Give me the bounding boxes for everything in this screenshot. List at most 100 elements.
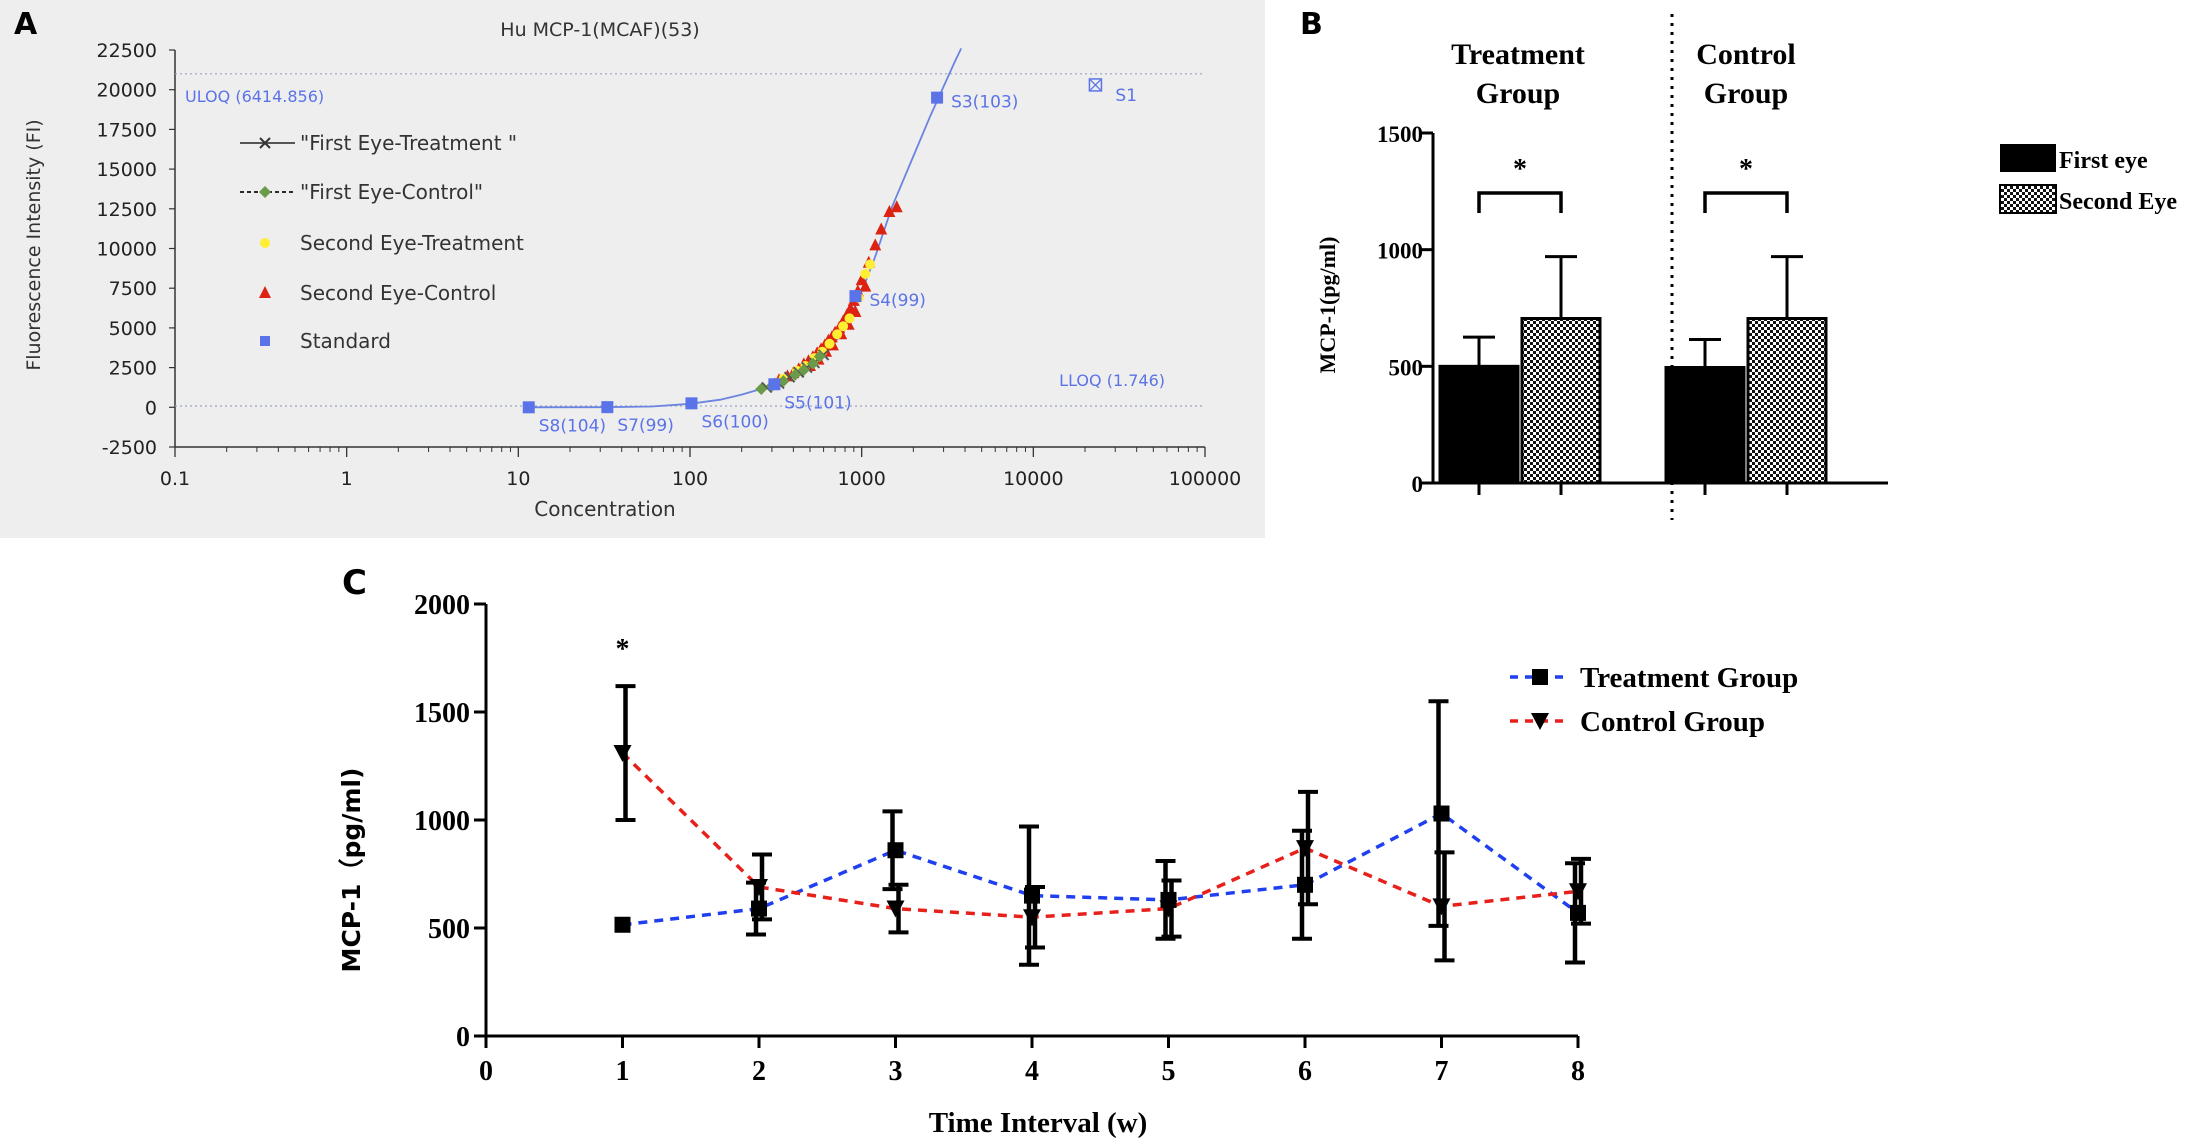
b-significance-bracket: [1703, 191, 1789, 213]
c-y-tick-label: 1000: [414, 806, 470, 837]
c-treatment-point: [887, 842, 904, 859]
a-second-treatment-point: [824, 338, 835, 349]
c-x-tick-label: 3: [889, 1056, 903, 1087]
c-legend-label: Treatment Group: [1580, 662, 1798, 694]
b-y-tick-label: 1000: [1377, 239, 1423, 264]
c-significance-star: *: [616, 634, 630, 665]
a-second-control-point: [869, 238, 882, 251]
panel-a-legend: "First Eye-Treatment " "First Eye-Control…: [240, 131, 524, 353]
panel-b-label: B: [1300, 7, 1323, 42]
b-significance-star: *: [1513, 154, 1527, 185]
a-standard-point: [522, 401, 535, 414]
a-y-tick-label: 7500: [109, 278, 157, 300]
a-x-tick-label: 10: [506, 468, 530, 490]
b-bar-first-eye: [1438, 364, 1520, 485]
a-y-tick-label: 22500: [97, 40, 157, 62]
a-x-tick-label: 1000: [837, 468, 885, 490]
a-lloq-label: LLOQ (1.746): [1059, 371, 1165, 390]
a-legend-label: Second Eye-Control: [300, 281, 496, 305]
b-y-tick-label: 1500: [1377, 122, 1423, 147]
a-y-tick-label: 15000: [97, 159, 157, 181]
c-x-tick-label: 8: [1571, 1056, 1585, 1087]
a-x-tick-label: 1: [341, 468, 353, 490]
panel-a-x-axis-label: Concentration: [534, 497, 675, 521]
c-x-tick-label: 5: [1162, 1056, 1176, 1087]
b-bar-second-eye: [1520, 317, 1602, 485]
a-standard-label: S4(99): [869, 291, 926, 311]
a-outlier-cross: [1089, 79, 1101, 91]
c-x-tick-label: 7: [1435, 1056, 1449, 1087]
a-standard-label: S6(100): [701, 412, 768, 432]
panel-a-title: Hu MCP-1(MCAF)(53): [500, 19, 699, 41]
a-legend-label: "First Eye-Control": [300, 180, 483, 204]
a-outlier-point: [1088, 78, 1103, 92]
panel-c: C MCP-1（pg/ml) Time Interval (w) 2000150…: [337, 563, 1798, 1139]
panel-b-plot: 1500 1000 500 0 * Treatment Group * Control Group: [1377, 14, 1888, 520]
c-x-tick-label: 4: [1025, 1056, 1039, 1087]
a-second-control-point: [859, 279, 872, 292]
panel-b-legend: First eye Second Eye: [1999, 144, 2177, 215]
c-treatment-point: [1433, 805, 1450, 822]
a-legend-label: "First Eye-Treatment ": [300, 131, 517, 155]
b-group-label: Treatment: [1451, 38, 1585, 71]
panel-c-label: C: [342, 563, 367, 603]
b-significance-star: *: [1739, 154, 1753, 185]
c-x-tick-label: 0: [479, 1056, 493, 1087]
c-control-point: [1432, 898, 1451, 916]
a-second-treatment-point: [865, 259, 876, 270]
a-standard-point: [685, 397, 698, 410]
panel-a-background: [0, 0, 1265, 538]
panel-b: B MCP-1(pg/ml) 1500 1000 500 0 * Treatment Gro…: [1300, 7, 2177, 520]
a-x-tick-label: 0.1: [160, 468, 190, 490]
a-uloq-label: ULOQ (6414.856): [185, 87, 324, 106]
a-legend-first-treatment-marker: [259, 137, 271, 149]
a-legend-label: Standard: [300, 329, 391, 353]
c-y-tick-label: 2000: [414, 590, 470, 621]
a-second-control-point: [883, 204, 896, 217]
a-second-treatment-point: [844, 313, 855, 324]
a-second-control-point: [890, 200, 903, 213]
panel-b-y-axis-label: MCP-1(pg/ml): [1315, 237, 1340, 374]
c-treatment-point: [751, 900, 767, 917]
b-group-label: Group: [1704, 77, 1788, 110]
b-bar-first-eye: [1664, 366, 1746, 485]
c-legend-treatment-marker: [1532, 669, 1548, 685]
b-y-tick-label: 500: [1389, 355, 1424, 380]
panel-a-plot: 2250020000175001500012500100007500500025…: [97, 40, 1242, 490]
b-legend-first-eye-swatch: [2000, 144, 2056, 172]
a-y-tick-label: 0: [145, 397, 157, 419]
a-first-control-point: [777, 375, 790, 388]
c-control-point: [1159, 900, 1178, 918]
c-treatment-point: [614, 916, 631, 933]
c-treatment-line: [622, 811, 1580, 927]
a-legend-standard-marker: [260, 336, 270, 346]
a-legend-first-control-marker: [259, 186, 271, 198]
a-second-control-point: [849, 305, 862, 318]
a-standard-label: S8(104): [539, 416, 606, 436]
panel-a: A Hu MCP-1(MCAF)(53) Concentration Fluor…: [0, 0, 1265, 538]
c-legend-label: Control Group: [1580, 706, 1765, 738]
c-x-tick-label: 1: [616, 1056, 630, 1087]
a-legend-label: Second Eye-Treatment: [300, 231, 524, 255]
b-legend-label: Second Eye: [2059, 189, 2177, 215]
a-first-control-point: [806, 357, 819, 370]
a-first-control-point: [813, 350, 826, 363]
a-first-control-point: [789, 368, 802, 381]
panel-a-y-axis-label: Fluorescence Intensity (FI): [23, 119, 45, 370]
a-second-control-point: [875, 222, 888, 235]
b-legend-second-eye-swatch: [1999, 184, 2057, 214]
a-standard-label: S7(99): [617, 416, 674, 436]
a-legend-second-treatment-marker: [260, 238, 270, 248]
a-standard-point: [768, 378, 781, 391]
c-treatment-point: [1024, 887, 1040, 904]
c-y-tick-label: 0: [456, 1022, 470, 1053]
a-y-tick-label: -2500: [102, 437, 157, 459]
a-first-control-point: [755, 383, 768, 396]
panel-c-x-axis-label: Time Interval (w): [929, 1107, 1148, 1139]
c-control-line: [621, 751, 1579, 919]
b-significance-bracket: [1477, 191, 1563, 213]
a-x-tick-label: 100000: [1169, 468, 1242, 490]
c-y-tick-label: 1500: [414, 698, 470, 729]
b-group-label: Group: [1476, 77, 1560, 110]
